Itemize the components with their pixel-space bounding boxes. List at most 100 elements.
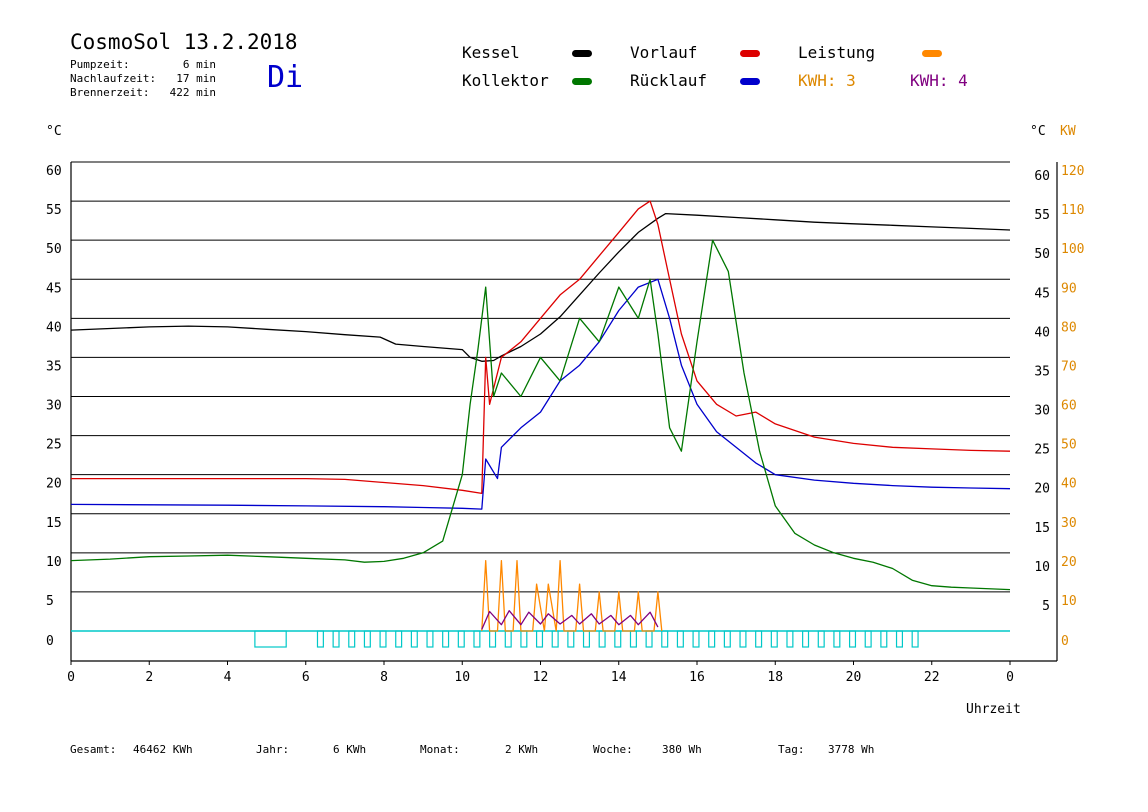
- pump-block-33: [817, 630, 825, 648]
- y-tick-kw-110: 110: [1061, 203, 1084, 218]
- legend-vorlauf-label: Vorlauf: [630, 43, 698, 62]
- jahr-label: Jahr:: [256, 743, 290, 756]
- y-axis-left-unit: °C: [46, 124, 62, 139]
- brennerzeit-label: Brennerzeit:: [70, 86, 150, 99]
- pump-block-38: [895, 630, 904, 648]
- y-tick-kw-0: 0: [1061, 634, 1069, 649]
- x-axis-label: Uhrzeit: [966, 702, 1021, 717]
- pump-block-37: [880, 630, 888, 648]
- y-tick-right-45: 45: [1034, 286, 1050, 301]
- nachlaufzeit-value: 17 min: [176, 72, 216, 85]
- legend-kollektor-swatch: [572, 78, 592, 85]
- x-tick-2: 4: [224, 670, 232, 685]
- y-tick-kw-90: 90: [1061, 281, 1077, 296]
- legend-ruecklauf-label: Rücklauf: [630, 71, 708, 90]
- pump-block-11: [473, 630, 481, 648]
- pump-block-28: [739, 630, 747, 648]
- pump-block-35: [848, 630, 857, 648]
- pump-block-27: [723, 630, 731, 648]
- pump-block-17: [567, 630, 575, 648]
- x-tick-8: 16: [689, 670, 705, 685]
- pumpzeit-label: Pumpzeit:: [70, 58, 130, 71]
- woche-value: 380 Wh: [662, 743, 702, 756]
- y-tick-right-25: 25: [1034, 443, 1050, 458]
- pump-block-22: [645, 630, 653, 648]
- legend-leistung-swatch: [922, 50, 942, 57]
- series-line-kwh-4: [481, 610, 659, 630]
- legend-kessel-label: Kessel: [462, 43, 520, 62]
- pump-block-18: [582, 630, 591, 648]
- series-line-leistung: [481, 559, 663, 632]
- y-tick-left-50: 50: [46, 242, 62, 257]
- y-tick-kw-80: 80: [1061, 320, 1077, 335]
- y-tick-left-10: 10: [46, 555, 62, 570]
- y-tick-left-35: 35: [46, 359, 62, 374]
- y-tick-right-15: 15: [1034, 521, 1050, 536]
- pump-block-19: [598, 630, 606, 648]
- y-tick-right-55: 55: [1034, 208, 1050, 223]
- x-tick-5: 10: [454, 670, 470, 685]
- y-tick-right-35: 35: [1034, 364, 1050, 379]
- pump-block-3: [348, 630, 356, 648]
- y-tick-left-25: 25: [46, 438, 62, 453]
- series-line-vorlauf: [71, 200, 1011, 495]
- pump-block-6: [395, 630, 403, 648]
- pump-block-4: [363, 630, 371, 648]
- x-tick-11: 22: [924, 670, 940, 685]
- x-tick-9: 18: [767, 670, 783, 685]
- y-tick-left-55: 55: [46, 203, 62, 218]
- nachlaufzeit-label: Nachlaufzeit:: [70, 72, 157, 85]
- pump-block-23: [661, 630, 669, 648]
- legend-vorlauf-swatch: [740, 50, 760, 57]
- pump-block-36: [864, 630, 872, 648]
- pump-block-9: [442, 630, 450, 648]
- gesamt-label: Gesamt:: [70, 743, 117, 756]
- series-line-kollektor: [70, 239, 1011, 591]
- pump-block-31: [786, 630, 794, 648]
- pump-block-30: [770, 630, 778, 648]
- weekday-label: Di: [267, 60, 304, 95]
- y-tick-right-30: 30: [1034, 404, 1050, 419]
- y-tick-left-60: 60: [46, 164, 62, 179]
- x-tick-1: 2: [145, 670, 153, 685]
- pump-block-13: [504, 630, 512, 648]
- y-tick-left-20: 20: [46, 477, 62, 492]
- y-tick-right-20: 20: [1034, 482, 1050, 497]
- pump-block-8: [426, 630, 434, 648]
- pump-block-0: [254, 630, 287, 648]
- series-line-r-cklauf: [70, 278, 1011, 510]
- y-tick-left-0: 0: [46, 634, 54, 649]
- gesamt-value: 46462 KWh: [133, 743, 193, 756]
- y-tick-left-30: 30: [46, 399, 62, 414]
- y-tick-kw-70: 70: [1061, 359, 1077, 374]
- pump-block-16: [551, 630, 559, 648]
- pump-block-10: [457, 630, 465, 648]
- y-tick-left-5: 5: [46, 594, 54, 609]
- y-tick-right-5: 5: [1042, 599, 1050, 614]
- jahr-value: 6 KWh: [333, 743, 367, 756]
- pump-block-32: [802, 630, 810, 648]
- legend-kwh-4: KWH: 4: [910, 71, 968, 90]
- pump-block-34: [833, 630, 841, 648]
- y-tick-kw-120: 120: [1061, 164, 1084, 179]
- legend-kwh-3: KWH: 3: [798, 71, 856, 90]
- y-axis-right2-unit: KW: [1060, 124, 1076, 139]
- x-tick-7: 14: [611, 670, 627, 685]
- y-tick-kw-100: 100: [1061, 242, 1084, 257]
- legend-kollektor-label: Kollektor: [462, 71, 549, 90]
- x-tick-12: 0: [1006, 670, 1014, 685]
- x-tick-6: 12: [533, 670, 549, 685]
- x-tick-0: 0: [67, 670, 75, 685]
- pumpzeit-value: 6 min: [182, 58, 216, 71]
- legend-ruecklauf-swatch: [740, 78, 760, 85]
- series-line-kessel: [70, 212, 1011, 362]
- y-tick-kw-20: 20: [1061, 555, 1077, 570]
- y-axis-right-unit: °C: [1030, 124, 1046, 139]
- pump-block-20: [614, 630, 622, 648]
- brennerzeit-value: 422 min: [169, 86, 216, 99]
- y-tick-left-15: 15: [46, 516, 62, 531]
- pump-block-15: [535, 630, 544, 648]
- y-tick-kw-30: 30: [1061, 516, 1077, 531]
- pump-block-26: [708, 630, 716, 648]
- y-tick-kw-40: 40: [1061, 477, 1077, 492]
